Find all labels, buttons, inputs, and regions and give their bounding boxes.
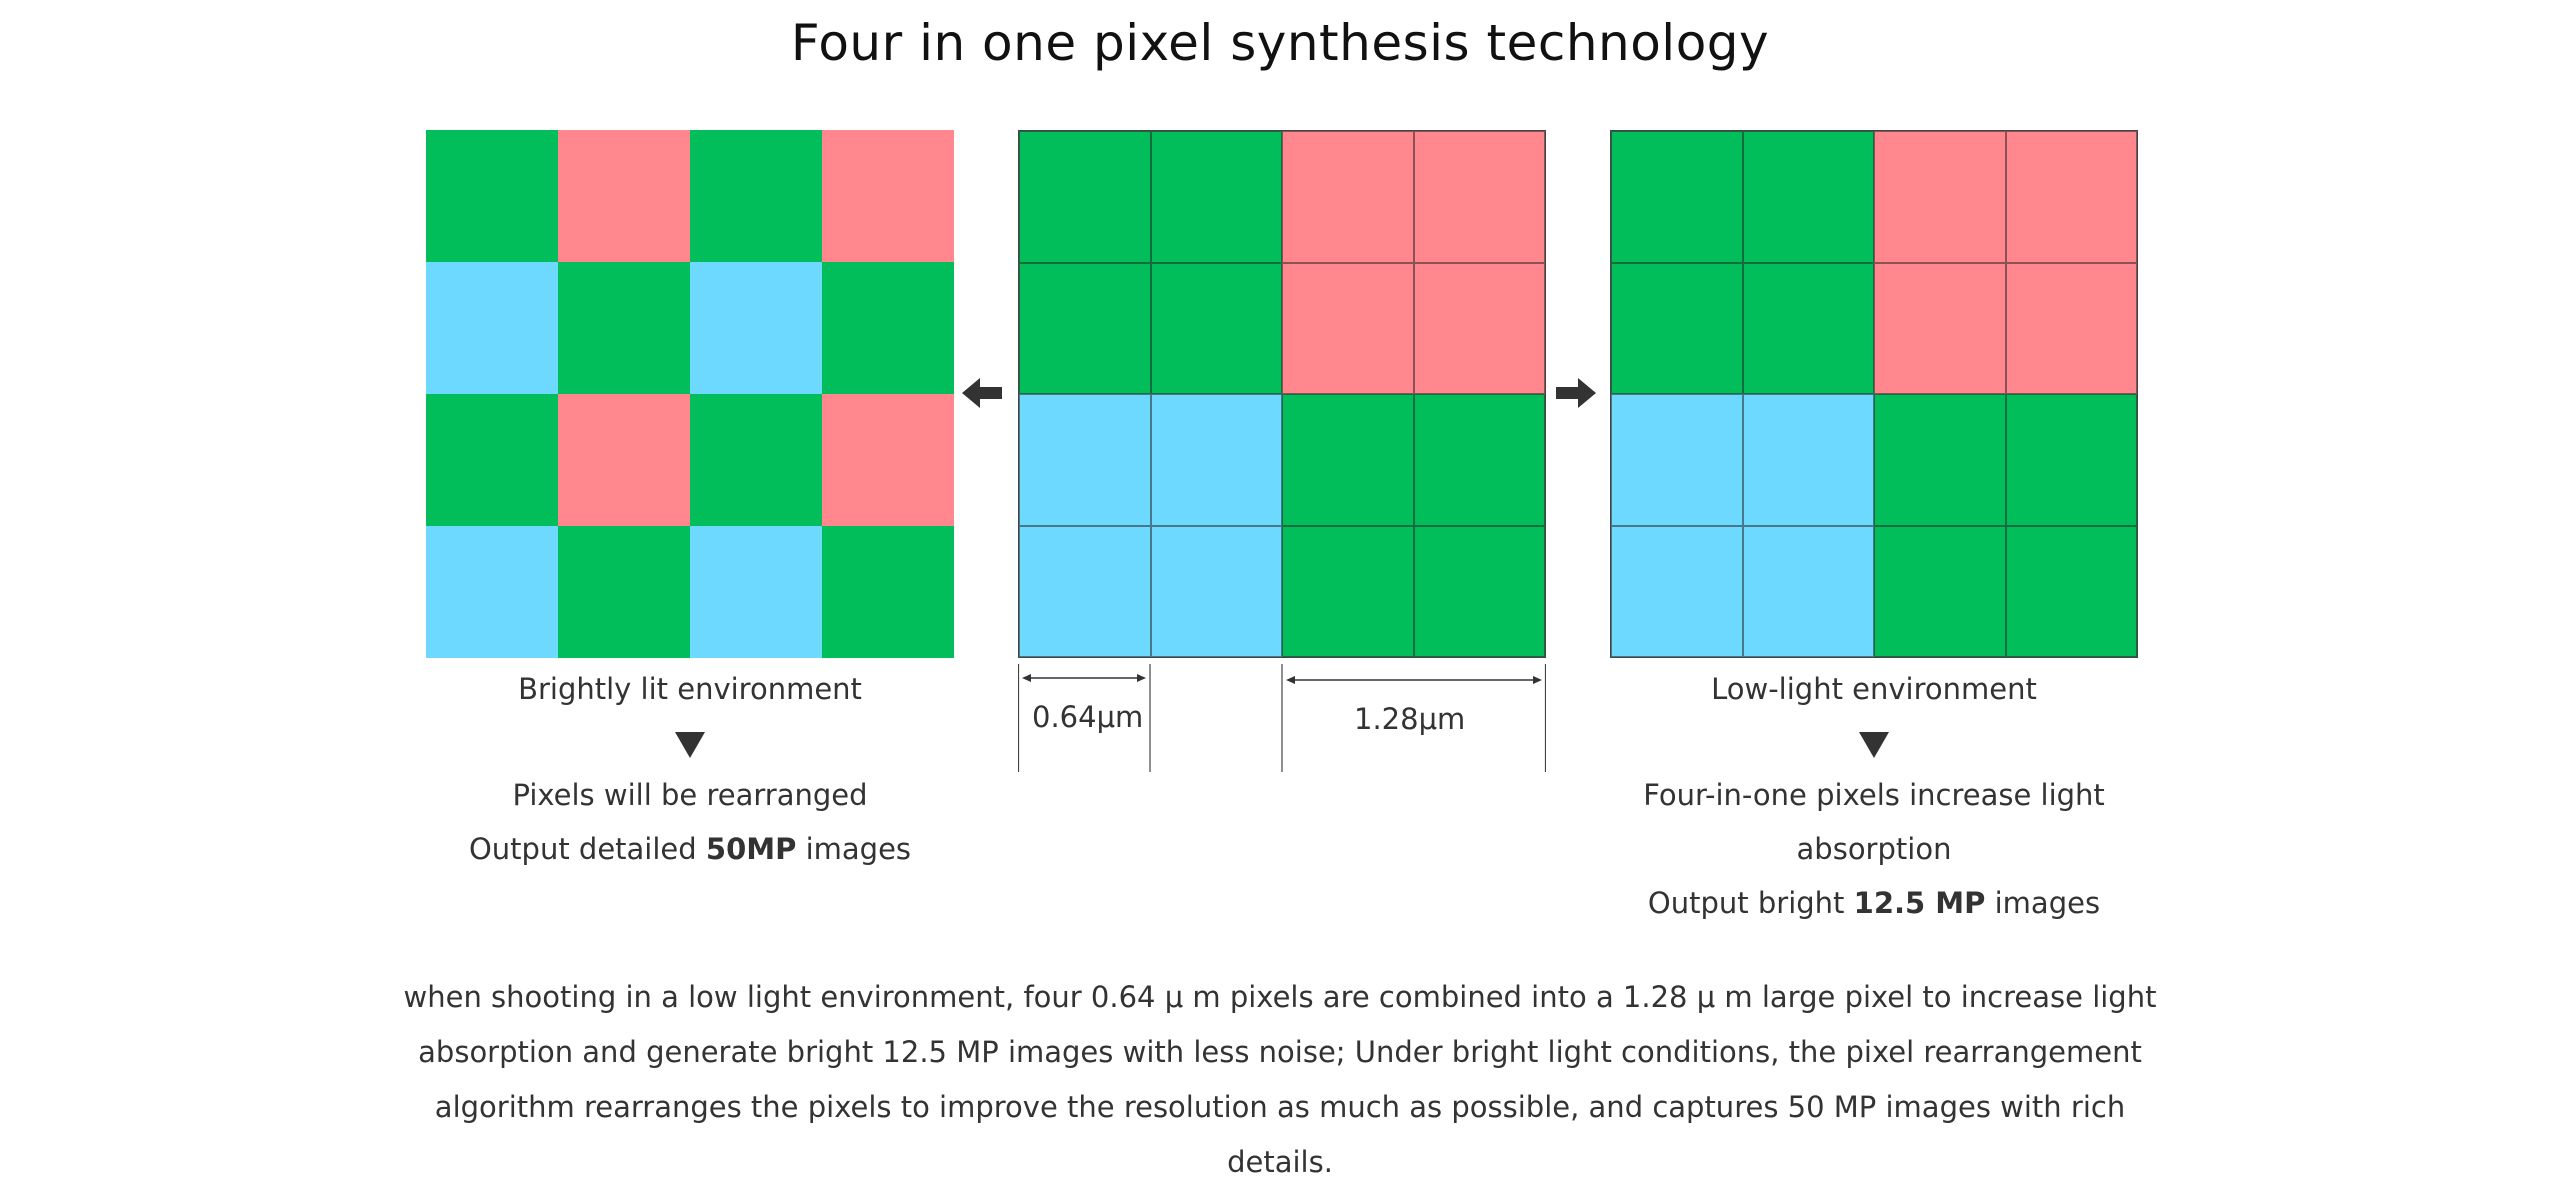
low-light-caption: Low-light environment Four-in-one pixels… [1610, 662, 2138, 930]
pixel-cell-green [1742, 131, 1874, 263]
pixel-cell-red [558, 394, 690, 526]
small-pixel-size-label: 0.64μm [1032, 700, 1144, 734]
pixel-cell-green [1150, 262, 1282, 394]
pixel-cell-green [2005, 525, 2137, 657]
combined-pixel-grid [1610, 130, 2138, 658]
pixel-cell-green [426, 394, 558, 526]
pixel-cell-red [1874, 262, 2006, 394]
pixel-cell-green [1611, 262, 1743, 394]
pixel-cell-green [1019, 131, 1151, 263]
pixel-cell-green [690, 394, 822, 526]
pixel-cell-blue [1742, 394, 1874, 526]
pixel-cell-blue [1019, 525, 1151, 657]
pixel-cell-green [1874, 525, 2006, 657]
bright-light-line-2: Output detailed 50MP images [426, 822, 954, 876]
pixel-cell-green [1742, 262, 1874, 394]
low-resolution-value: 12.5 MP [1853, 886, 1986, 920]
pixel-cell-green [690, 130, 822, 262]
low-line-2-suffix: images [1985, 886, 2101, 920]
pixel-cell-green [1611, 131, 1743, 263]
pixel-cell-green [1874, 394, 2006, 526]
pixel-cell-red [2005, 131, 2137, 263]
pixel-cell-red [1413, 262, 1545, 394]
pixel-cell-blue [1611, 394, 1743, 526]
pixel-cell-blue [426, 262, 558, 394]
pixel-cell-red [1413, 131, 1545, 263]
down-triangle-icon [1859, 732, 1889, 758]
dimension-lines [1018, 664, 1546, 772]
pixel-cell-blue [690, 526, 822, 658]
pixel-cell-red [1282, 262, 1414, 394]
pixel-cell-green [1282, 394, 1414, 526]
pixel-cell-green [558, 526, 690, 658]
pixel-cell-red [1874, 131, 2006, 263]
pixel-cell-green [426, 130, 558, 262]
bright-light-line-1: Pixels will be rearranged [512, 778, 868, 812]
down-triangle-icon [675, 732, 705, 758]
pixel-cell-green [1150, 131, 1282, 263]
bright-line-2-prefix: Output detailed [468, 832, 706, 866]
page-title: Four in one pixel synthesis technology [790, 14, 1770, 72]
pixel-cell-red [822, 394, 954, 526]
pixel-cell-green [1019, 262, 1151, 394]
pixel-cell-red [822, 130, 954, 262]
pixel-cell-blue [1150, 394, 1282, 526]
large-pixel-size-label: 1.28μm [1354, 702, 1466, 736]
source-pixel-grid [1018, 130, 1546, 658]
pixel-cell-blue [1742, 525, 1874, 657]
pixel-cell-red [2005, 262, 2137, 394]
pixel-cell-blue [1019, 394, 1151, 526]
pixel-cell-red [1282, 131, 1414, 263]
bright-resolution-value: 50MP [705, 832, 797, 866]
bright-line-2-suffix: images [796, 832, 912, 866]
pixel-cell-blue [426, 526, 558, 658]
pixel-cell-red [558, 130, 690, 262]
bright-light-heading: Brightly lit environment [518, 672, 862, 706]
pixel-cell-blue [690, 262, 822, 394]
pixel-cell-green [558, 262, 690, 394]
pixel-cell-green [1282, 525, 1414, 657]
pixel-cell-green [1413, 525, 1545, 657]
arrow-right-icon [1556, 378, 1596, 408]
rearranged-pixel-grid [426, 130, 954, 658]
pixel-cell-green [2005, 394, 2137, 526]
arrow-left-icon [962, 378, 1002, 408]
description-paragraph: when shooting in a low light environment… [403, 980, 2157, 1179]
low-light-line-2: Output bright 12.5 MP images [1610, 876, 2138, 930]
pixel-cell-blue [1611, 525, 1743, 657]
low-light-line-1: Four-in-one pixels increase light absorp… [1643, 778, 2105, 866]
low-line-2-prefix: Output bright [1647, 886, 1854, 920]
pixel-cell-green [822, 526, 954, 658]
pixel-size-measurements: 0.64μm 1.28μm [1018, 664, 1546, 772]
low-light-heading: Low-light environment [1711, 672, 2037, 706]
pixel-cell-blue [1150, 525, 1282, 657]
bright-light-caption: Brightly lit environment Pixels will be … [426, 662, 954, 876]
pixel-cell-green [1413, 394, 1545, 526]
pixel-cell-green [822, 262, 954, 394]
